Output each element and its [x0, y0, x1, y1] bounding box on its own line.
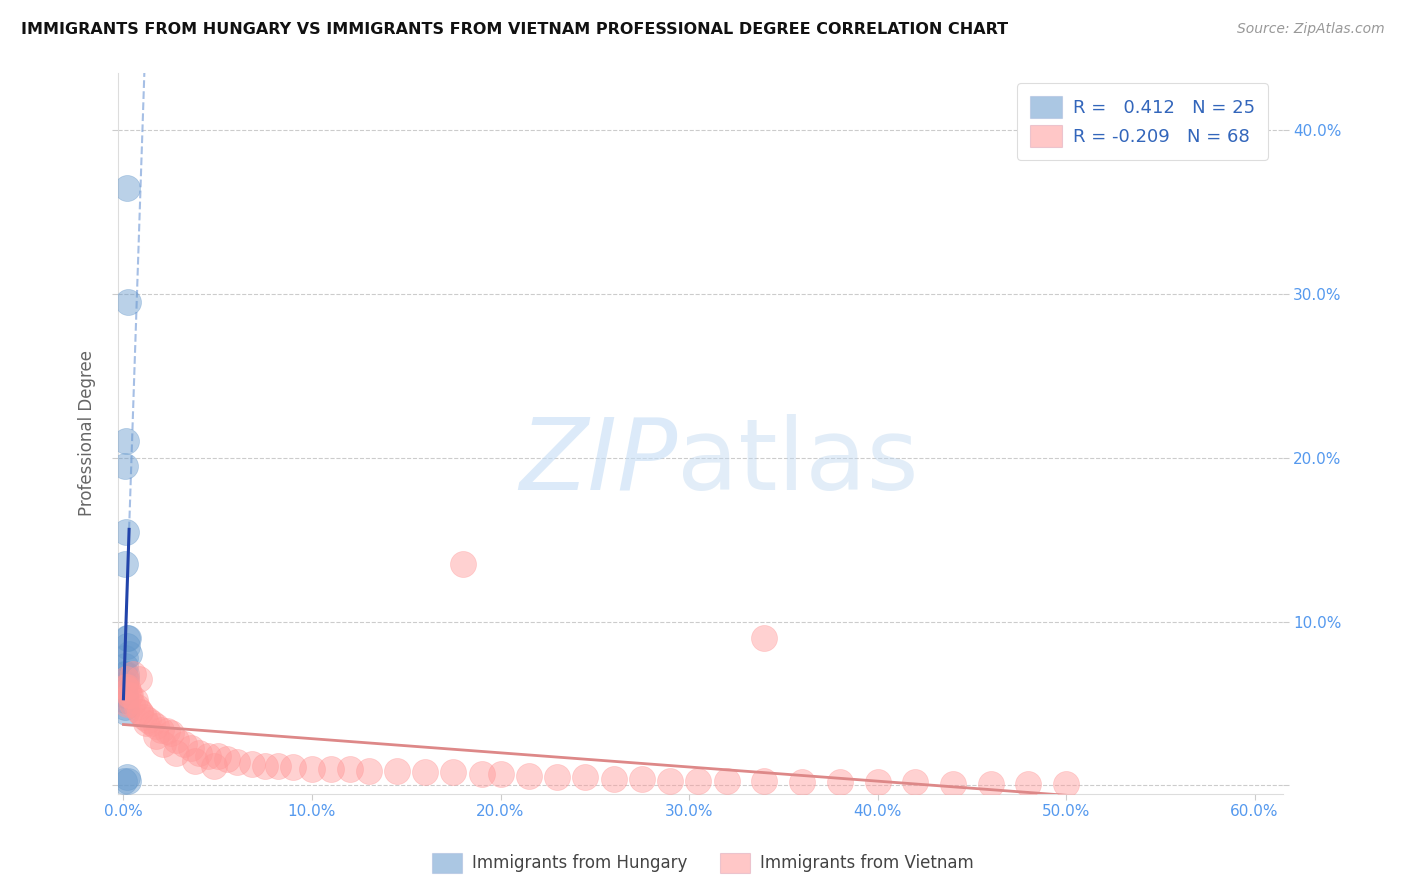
Point [165, 746, 187, 760]
Point [135, 716, 157, 731]
Point [1017, 777, 1039, 791]
Point [156, 724, 179, 739]
Point [150, 723, 173, 737]
Point [114, 693, 136, 707]
Point [904, 775, 927, 789]
Point [1054, 777, 1077, 791]
Point [117, 631, 139, 645]
Point [754, 773, 776, 788]
Point [301, 762, 323, 776]
Point [159, 726, 181, 740]
Point [115, 180, 138, 194]
Point [114, 689, 136, 703]
Point [152, 738, 174, 752]
Point [114, 524, 136, 539]
Point [339, 762, 361, 776]
Point [114, 677, 136, 691]
Point [441, 765, 464, 780]
Point [129, 705, 152, 719]
Text: Source: ZipAtlas.com: Source: ZipAtlas.com [1237, 22, 1385, 37]
Point [115, 631, 138, 645]
Point [141, 716, 163, 731]
Point [602, 772, 624, 786]
Point [145, 719, 167, 733]
Point [187, 746, 209, 760]
Point [716, 773, 738, 788]
Point [118, 689, 141, 703]
Point [115, 672, 138, 686]
Point [451, 558, 474, 572]
Point [517, 768, 540, 782]
Point [118, 689, 141, 703]
Point [281, 760, 304, 774]
Point [173, 738, 195, 752]
Point [828, 775, 851, 789]
Point [129, 705, 152, 719]
Point [115, 667, 138, 681]
Point [125, 699, 148, 714]
Point [114, 558, 136, 572]
Point [115, 639, 138, 653]
Legend: R =   0.412   N = 25, R = -0.209   N = 68: R = 0.412 N = 25, R = -0.209 N = 68 [1018, 84, 1268, 160]
Point [942, 777, 965, 791]
Point [117, 295, 139, 310]
Point [240, 757, 263, 772]
Point [145, 729, 167, 743]
Point [659, 773, 682, 788]
Point [319, 762, 342, 776]
Text: IMMIGRANTS FROM HUNGARY VS IMMIGRANTS FROM VIETNAM PROFESSIONAL DEGREE CORRELATI: IMMIGRANTS FROM HUNGARY VS IMMIGRANTS FR… [21, 22, 1008, 37]
Point [267, 758, 290, 772]
Point [253, 758, 276, 772]
Point [688, 773, 710, 788]
Point [114, 458, 136, 473]
Point [165, 732, 187, 747]
Point [134, 709, 156, 723]
Point [115, 705, 138, 719]
Legend: Immigrants from Hungary, Immigrants from Vietnam: Immigrants from Hungary, Immigrants from… [425, 847, 981, 880]
Point [136, 713, 159, 727]
Point [121, 697, 143, 711]
Point [980, 777, 1002, 791]
Point [217, 752, 239, 766]
Point [114, 672, 136, 686]
Point [112, 773, 135, 788]
Point [128, 672, 150, 686]
Point [112, 683, 135, 698]
Point [471, 767, 494, 781]
Point [225, 756, 247, 770]
Point [122, 667, 145, 681]
Point [112, 667, 135, 681]
Point [489, 767, 512, 781]
Point [866, 775, 889, 789]
Point [115, 697, 138, 711]
Point [631, 772, 654, 786]
Point [115, 434, 138, 449]
Point [546, 770, 568, 784]
Point [184, 754, 207, 768]
Point [574, 770, 596, 784]
Point [117, 683, 139, 698]
Point [114, 699, 136, 714]
Point [114, 658, 136, 673]
Point [115, 680, 138, 694]
Point [357, 764, 380, 778]
Point [202, 758, 225, 772]
Point [754, 631, 776, 645]
Point [115, 770, 138, 784]
Point [124, 693, 146, 707]
Point [114, 680, 136, 694]
Text: ZIP: ZIP [519, 414, 678, 510]
Y-axis label: Professional Degree: Professional Degree [79, 351, 96, 516]
Point [114, 650, 136, 665]
Point [180, 740, 202, 755]
Point [792, 775, 814, 789]
Point [117, 773, 139, 788]
Point [112, 680, 135, 694]
Point [385, 764, 408, 778]
Point [118, 648, 141, 662]
Point [207, 748, 229, 763]
Point [413, 765, 436, 780]
Point [197, 748, 219, 763]
Text: atlas: atlas [678, 414, 918, 510]
